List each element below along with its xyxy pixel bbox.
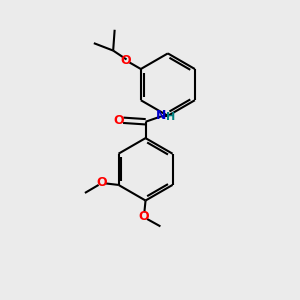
Text: H: H — [166, 112, 176, 122]
Text: N: N — [156, 109, 166, 122]
Text: O: O — [139, 210, 149, 223]
Text: O: O — [96, 176, 107, 189]
Text: O: O — [121, 54, 131, 67]
Text: O: O — [113, 114, 124, 127]
